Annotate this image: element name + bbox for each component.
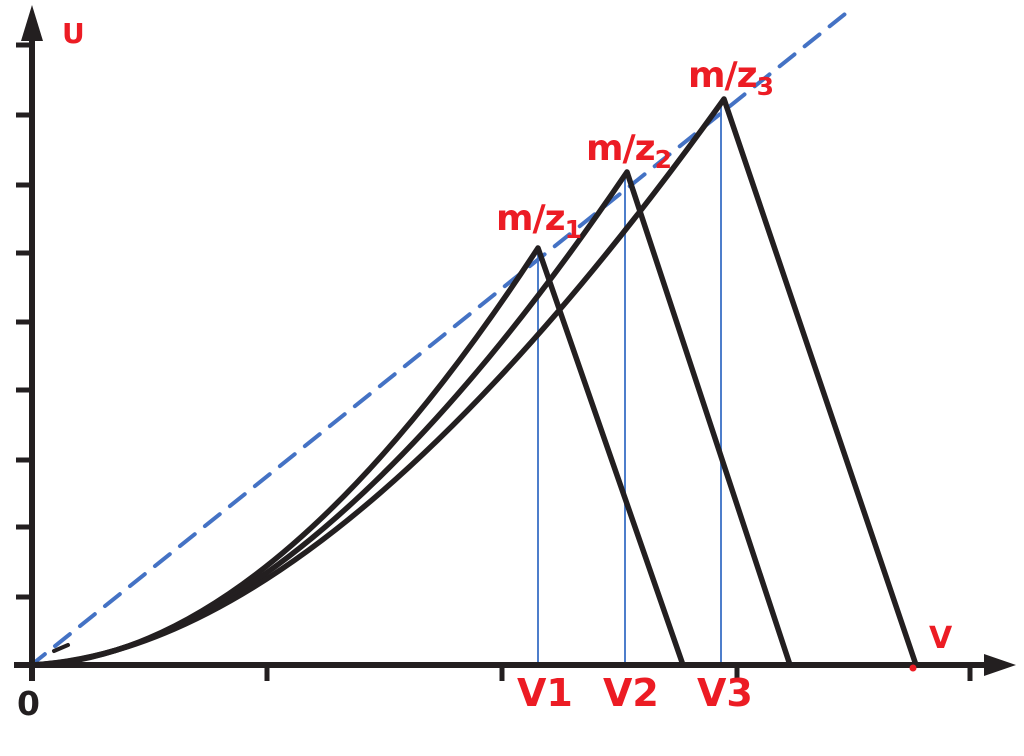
y-axis-arrowhead	[21, 5, 43, 41]
red-dot	[909, 664, 917, 672]
origin-label: 0	[17, 684, 40, 723]
peak-label-mz1-sub: 1	[564, 215, 582, 245]
peak-curve-3	[29, 96, 919, 668]
scan-line	[28, 12, 847, 668]
peak-label-mz1-base: m/z	[496, 198, 566, 239]
peak-label-mz3-sub: 3	[756, 72, 774, 102]
x-axis-arrowhead	[984, 654, 1016, 676]
stray-mark	[52, 643, 70, 653]
peak-label-mz1: m/z1	[496, 198, 582, 245]
x-value-label-v2: V2	[603, 671, 659, 715]
peak-label-mz3: m/z3	[688, 55, 774, 102]
x-value-label-v1: V1	[517, 671, 573, 715]
x-value-label-v3: V3	[697, 671, 753, 715]
peak-label-mz2-sub: 2	[654, 145, 672, 175]
peak-curve-1	[29, 245, 686, 668]
peak-label-mz2-base: m/z	[586, 128, 656, 169]
y-axis-label: U	[62, 17, 85, 50]
peak-label-mz2: m/z2	[586, 128, 672, 175]
peak-label-mz3-base: m/z	[688, 55, 758, 96]
x-axis-label: V	[929, 621, 953, 656]
